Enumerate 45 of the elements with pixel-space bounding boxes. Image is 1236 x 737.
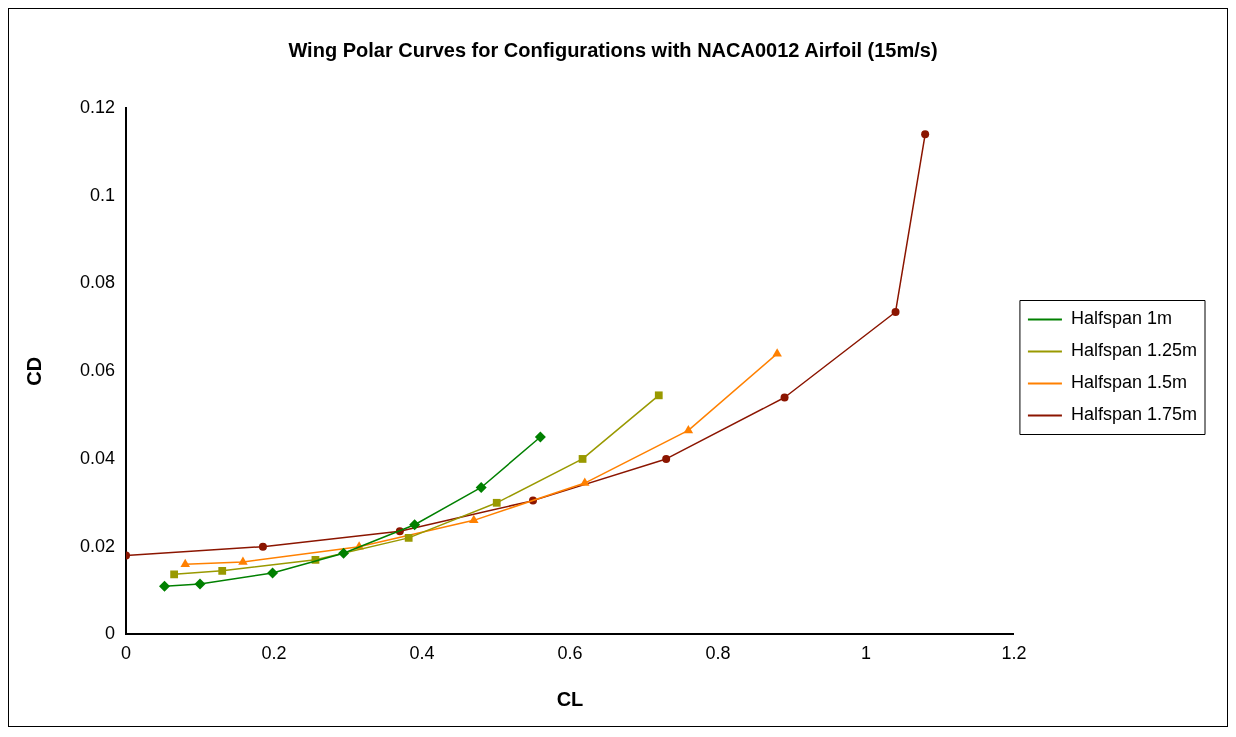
point <box>780 393 789 402</box>
point <box>409 519 421 531</box>
point <box>772 348 782 357</box>
legend-label: Halfspan 1m <box>1070 308 1172 329</box>
point <box>267 567 279 579</box>
x-tick-label: 0.4 <box>409 643 435 664</box>
point <box>258 542 267 551</box>
y-tick-label: 0 <box>105 623 116 644</box>
point <box>404 534 413 542</box>
point <box>578 455 587 463</box>
point <box>662 454 671 463</box>
x-axis-title: CL <box>556 687 584 710</box>
point <box>492 498 501 507</box>
point <box>891 307 900 316</box>
point <box>654 391 663 400</box>
legend-label: Halfspan 1.25m <box>1070 340 1198 361</box>
point <box>338 547 350 559</box>
y-tick-label: 0.12 <box>79 96 116 117</box>
chart-title: Wing Polar Curves for Configurations with NACA0012 Airfoil (15m/s) <box>288 38 938 61</box>
x-tick-label: 0 <box>121 643 132 664</box>
point <box>159 580 171 592</box>
x-tick-label: 1 <box>860 643 871 664</box>
point <box>475 481 487 493</box>
point <box>194 578 206 590</box>
y-tick-label: 0.06 <box>79 360 116 381</box>
point <box>469 514 479 524</box>
point <box>170 570 179 579</box>
x-tick-label: 1.2 <box>1001 643 1027 664</box>
point <box>683 424 694 434</box>
legend-label: Halfspan 1.75m <box>1070 404 1198 425</box>
x-tick-label: 0.2 <box>261 643 287 664</box>
point <box>921 130 930 139</box>
point <box>218 566 227 575</box>
point <box>580 477 590 486</box>
y-tick-label: 0.1 <box>90 184 116 205</box>
point <box>180 558 190 567</box>
x-tick-label: 0.8 <box>705 643 731 664</box>
y-axis-title: CD <box>22 356 45 386</box>
legend-label: Halfspan 1.5m <box>1070 372 1187 393</box>
y-tick-label: 0.02 <box>79 535 116 556</box>
x-tick-label: 0.6 <box>557 643 583 664</box>
point <box>238 556 248 565</box>
y-tick-label: 0.04 <box>79 447 116 468</box>
y-tick-label: 0.08 <box>79 272 116 293</box>
point <box>534 431 546 443</box>
